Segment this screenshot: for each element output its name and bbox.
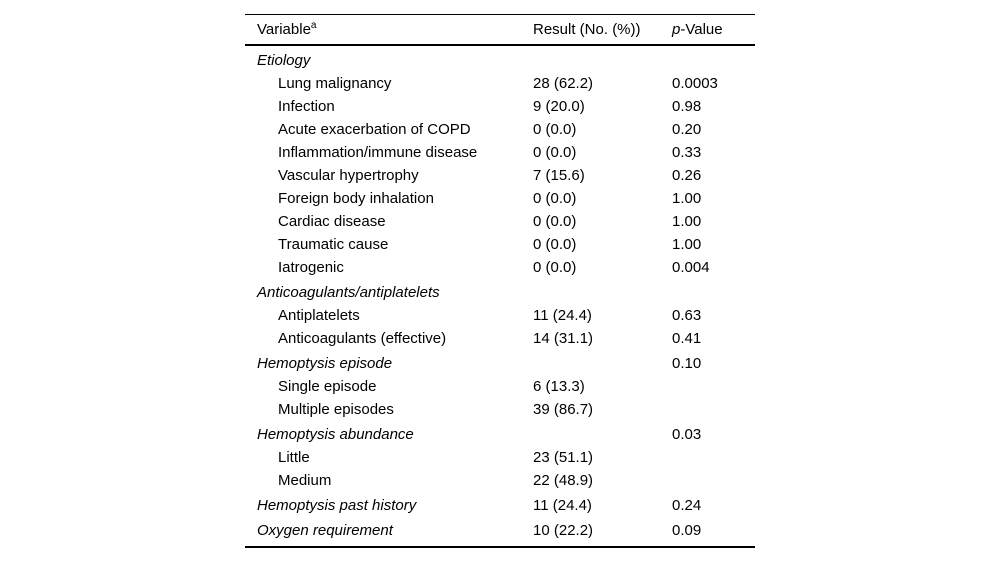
result-cell: 39 (86.7)	[533, 401, 594, 418]
result-cell: 7 (15.6)	[533, 167, 585, 184]
result-header-label: Result (No. (%))	[533, 21, 641, 38]
variable-cell: Lung malignancy	[278, 75, 392, 92]
pvalue-cell: 1.00	[672, 190, 702, 207]
variable-footnote-marker: a	[310, 20, 317, 31]
table-row: Oxygen requirement 10 (22.2) 0.09	[245, 517, 755, 542]
variable-cell: Little	[278, 449, 310, 466]
pvalue-cell: 0.004	[672, 259, 710, 276]
pvalue-cell: 0.03	[672, 426, 702, 443]
result-cell: 0 (0.0)	[533, 259, 577, 276]
table-row: Hemoptysis episode 0.10	[245, 350, 755, 375]
pvalue-cell: 0.09	[672, 522, 702, 539]
result-cell: 28 (62.2)	[533, 75, 594, 92]
result-cell: 0 (0.0)	[533, 213, 577, 230]
results-table: Variablea Result (No. (%)) p-Value Etiol…	[245, 14, 755, 548]
pvalue-cell: 0.33	[672, 144, 702, 161]
variable-cell: Hemoptysis abundance	[257, 426, 414, 443]
variable-cell: Single episode	[278, 378, 377, 395]
result-cell: 22 (48.9)	[533, 472, 594, 489]
table-row: Hemoptysis abundance 0.03	[245, 421, 755, 446]
table-row: Hemoptysis past history 11 (24.4) 0.24	[245, 492, 755, 517]
variable-header-label: Variable	[257, 21, 311, 38]
pvalue-cell: 0.26	[672, 167, 702, 184]
pvalue-cell: 0.20	[672, 121, 702, 138]
result-cell: 23 (51.1)	[533, 449, 594, 466]
variable-cell: Medium	[278, 472, 332, 489]
variable-cell: Antiplatelets	[278, 307, 360, 324]
table-row: Inflammation/immune disease 0 (0.0) 0.33	[245, 141, 755, 164]
table-row: Infection 9 (20.0) 0.98	[245, 95, 755, 118]
variable-cell: Vascular hypertrophy	[278, 167, 419, 184]
variable-cell: Multiple episodes	[278, 401, 394, 418]
variable-cell: Inflammation/immune disease	[278, 144, 478, 161]
result-cell: 11 (24.4)	[533, 497, 592, 514]
pvalue-cell: 0.24	[672, 497, 702, 514]
pvalue-header-italic-p: p	[672, 21, 681, 38]
pvalue-cell: 1.00	[672, 236, 702, 253]
table-row: Cardiac disease 0 (0.0) 1.00	[245, 210, 755, 233]
table-row: Iatrogenic 0 (0.0) 0.004	[245, 256, 755, 279]
table-body: Etiology Lung malignancy 28 (62.2) 0.000…	[245, 46, 755, 548]
table-row: Anticoagulants/antiplatelets	[245, 279, 755, 304]
table-row: Little 23 (51.1)	[245, 446, 755, 469]
result-cell: 0 (0.0)	[533, 236, 577, 253]
table-row: Foreign body inhalation 0 (0.0) 1.00	[245, 187, 755, 210]
result-cell: 14 (31.1)	[533, 330, 594, 347]
variable-cell: Cardiac disease	[278, 213, 386, 230]
variable-cell: Etiology	[257, 52, 311, 69]
table-row: Vascular hypertrophy 7 (15.6) 0.26	[245, 164, 755, 187]
table-row: Acute exacerbation of COPD 0 (0.0) 0.20	[245, 118, 755, 141]
result-cell: 6 (13.3)	[533, 378, 585, 395]
variable-cell: Hemoptysis past history	[257, 497, 417, 514]
column-header-variable: Variablea	[245, 20, 533, 39]
variable-cell: Anticoagulants/antiplatelets	[257, 284, 440, 301]
result-cell: 0 (0.0)	[533, 121, 577, 138]
table-row: Lung malignancy 28 (62.2) 0.0003	[245, 72, 755, 95]
variable-cell: Foreign body inhalation	[278, 190, 434, 207]
variable-cell: Oxygen requirement	[257, 522, 393, 539]
variable-cell: Acute exacerbation of COPD	[278, 121, 471, 138]
result-cell: 11 (24.4)	[533, 307, 592, 324]
result-cell: 0 (0.0)	[533, 144, 577, 161]
table-row: Etiology	[245, 47, 755, 72]
table-row: Single episode 6 (13.3)	[245, 375, 755, 398]
table-row: Anticoagulants (effective) 14 (31.1) 0.4…	[245, 327, 755, 350]
table-row: Traumatic cause 0 (0.0) 1.00	[245, 233, 755, 256]
table-row: Medium 22 (48.9)	[245, 469, 755, 492]
variable-cell: Hemoptysis episode	[257, 355, 393, 372]
result-cell: 0 (0.0)	[533, 190, 577, 207]
variable-cell: Iatrogenic	[278, 259, 344, 276]
table-header-row: Variablea Result (No. (%)) p-Value	[245, 15, 755, 46]
pvalue-cell: 1.00	[672, 213, 702, 230]
variable-cell: Traumatic cause	[278, 236, 389, 253]
pvalue-cell: 0.63	[672, 307, 702, 324]
result-cell: 10 (22.2)	[533, 522, 594, 539]
table-row: Antiplatelets 11 (24.4) 0.63	[245, 304, 755, 327]
pvalue-cell: 0.10	[672, 355, 702, 372]
pvalue-cell: 0.41	[672, 330, 702, 347]
pvalue-cell: 0.98	[672, 98, 702, 115]
column-header-result: Result (No. (%))	[533, 21, 672, 38]
pvalue-cell: 0.0003	[672, 75, 718, 92]
table-row: Multiple episodes 39 (86.7)	[245, 398, 755, 421]
column-header-pvalue: p-Value	[672, 21, 755, 38]
result-cell: 9 (20.0)	[533, 98, 585, 115]
variable-cell: Anticoagulants (effective)	[278, 330, 447, 347]
variable-cell: Infection	[278, 98, 335, 115]
pvalue-header-rest: -Value	[680, 21, 723, 38]
